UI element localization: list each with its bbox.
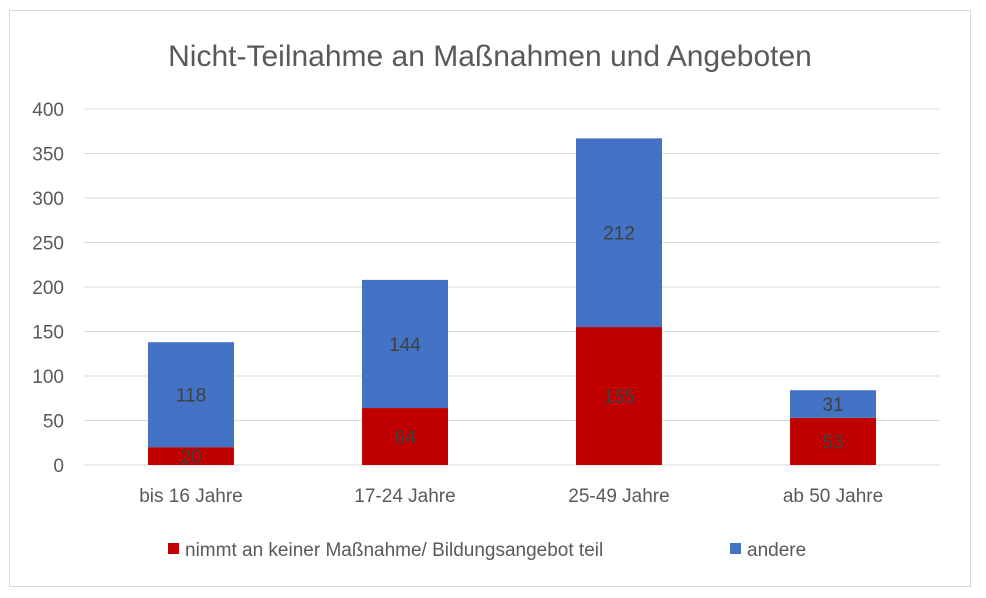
y-tick-label: 0 bbox=[53, 456, 64, 477]
y-tick-label: 150 bbox=[32, 323, 64, 344]
data-label: 155 bbox=[603, 387, 635, 408]
legend-swatch bbox=[730, 543, 741, 554]
x-category-label: 17-24 Jahre bbox=[354, 486, 455, 507]
y-axis-ticks: 0 50 100 150 200 250 300 350 400 bbox=[32, 100, 64, 477]
data-label: 144 bbox=[389, 335, 421, 356]
legend-swatch bbox=[168, 543, 179, 554]
bar-segment bbox=[362, 279, 448, 409]
data-label: 31 bbox=[822, 395, 843, 416]
bar-segment bbox=[362, 408, 448, 465]
bar-segment bbox=[790, 390, 876, 418]
data-label: 118 bbox=[176, 386, 206, 407]
y-tick-label: 50 bbox=[43, 412, 64, 433]
y-tick-label: 400 bbox=[32, 100, 64, 121]
bar-segment bbox=[576, 327, 662, 465]
x-category-label: ab 50 Jahre bbox=[783, 486, 883, 507]
bars bbox=[148, 138, 876, 465]
bar-segment bbox=[148, 447, 234, 465]
bar-segment bbox=[790, 417, 876, 465]
y-tick-label: 200 bbox=[32, 278, 64, 299]
bar-segment bbox=[576, 138, 662, 328]
y-tick-label: 250 bbox=[32, 234, 64, 255]
bar-segment bbox=[148, 342, 234, 448]
y-tick-label: 100 bbox=[32, 367, 64, 388]
chart-frame bbox=[9, 10, 971, 587]
x-category-label: bis 16 Jahre bbox=[139, 486, 243, 507]
category-labels: bis 16 Jahre 17-24 Jahre 25-49 Jahre ab 50 … bbox=[139, 486, 883, 507]
data-label: 20 bbox=[180, 447, 201, 468]
x-category-label: 25-49 Jahre bbox=[568, 486, 669, 507]
data-label: 53 bbox=[822, 432, 843, 453]
legend: nimmt an keiner Maßnahme/ Bildungsangebo… bbox=[168, 540, 806, 561]
legend-label: nimmt an keiner Maßnahme/ Bildungsangebo… bbox=[185, 540, 603, 561]
chart-title: Nicht-Teilnahme an Maßnahmen und Angebot… bbox=[168, 40, 812, 73]
legend-label: andere bbox=[747, 540, 806, 561]
y-tick-label: 350 bbox=[32, 145, 64, 166]
data-label: 212 bbox=[603, 224, 635, 245]
data-labels: 20 118 64 144 155 212 53 31 bbox=[176, 224, 844, 468]
y-tick-label: 300 bbox=[32, 189, 64, 210]
data-label: 64 bbox=[394, 428, 416, 449]
